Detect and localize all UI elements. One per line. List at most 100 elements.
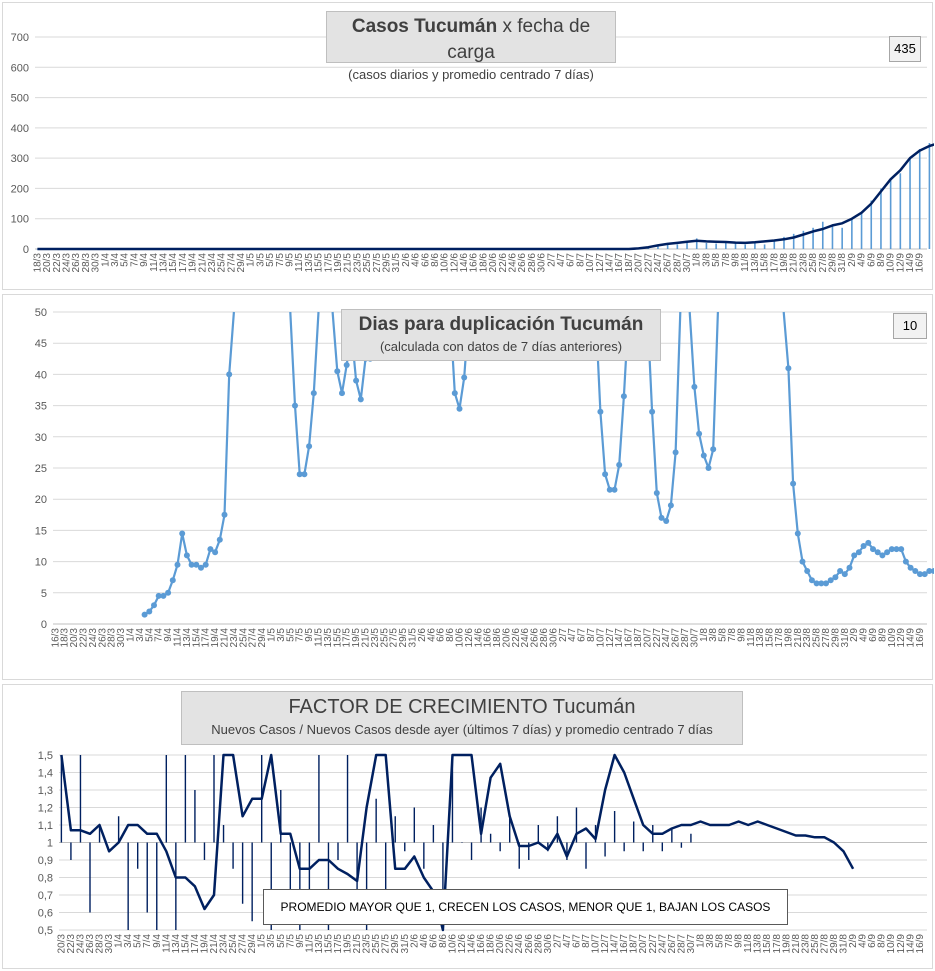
bar — [60, 755, 63, 843]
x-tick-label: 24/7 — [653, 253, 664, 273]
growth-factor-chart: 0,50,60,70,80,911,11,21,31,41,520/322/32… — [38, 750, 927, 954]
x-tick-label: 27/8 — [819, 934, 830, 954]
x-tick-label: 2/9 — [848, 934, 859, 948]
x-tick-label: 7/4 — [129, 253, 140, 267]
x-tick-label: 9/4 — [163, 628, 174, 642]
chart-title: FACTOR DE CRECIMIENTO — [288, 696, 548, 718]
bar — [666, 244, 669, 249]
y-tick-label: 30 — [35, 432, 47, 444]
x-tick-label: 12/9 — [896, 934, 907, 954]
x-tick-label: 25/8 — [810, 934, 821, 954]
data-point — [832, 574, 839, 581]
x-tick-label: 30/6 — [537, 253, 548, 273]
y-tick-label: 1,4 — [38, 768, 53, 780]
y-tick-label: 25 — [35, 463, 47, 475]
x-tick-label: 17/8 — [772, 934, 783, 954]
chart-title-box: Dias para duplicación Tucumán (calculada… — [341, 309, 661, 361]
x-tick-label: 10/6 — [454, 628, 465, 648]
bar — [146, 842, 148, 913]
x-tick-label: 5/8 — [718, 628, 729, 642]
y-tick-label: 0 — [41, 619, 47, 631]
x-tick-label: 15/4 — [191, 628, 202, 648]
x-tick-label: 30/3 — [91, 253, 102, 273]
x-tick-label: 8/7 — [586, 628, 597, 642]
bar — [89, 842, 91, 913]
y-tick-label: 200 — [11, 183, 29, 195]
x-tick-label: 26/6 — [517, 253, 528, 273]
x-tick-label: 27/8 — [818, 253, 829, 273]
x-tick-label: 28/6 — [539, 628, 550, 648]
x-tick-label: 28/6 — [533, 934, 544, 954]
bar — [136, 842, 139, 869]
data-point — [202, 561, 209, 568]
y-tick-label: 0,7 — [38, 890, 53, 902]
x-tick-label: 4/9 — [858, 934, 869, 948]
bar — [744, 244, 747, 249]
bar — [802, 230, 805, 249]
x-tick-label: 21/5 — [360, 628, 371, 648]
x-tick-label: 16/9 — [915, 253, 926, 273]
bar — [783, 236, 785, 249]
average-line — [60, 753, 855, 932]
data-point — [183, 552, 190, 559]
x-tick-label: 13/4 — [171, 934, 182, 954]
x-tick-label: 22/7 — [643, 253, 654, 273]
x-tick-label: 19/5 — [351, 628, 362, 648]
data-point — [461, 374, 468, 381]
data-point — [653, 490, 660, 496]
data-point — [907, 564, 914, 571]
data-point — [912, 568, 919, 574]
data-point — [221, 511, 228, 518]
y-tick-label: 15 — [35, 525, 47, 537]
x-tick-label: 19/4 — [199, 934, 210, 954]
x-tick-label: 17/4 — [190, 934, 201, 954]
x-tick-label: 18/7 — [629, 934, 640, 954]
data-point — [155, 592, 162, 599]
x-tick-label: 19/8 — [781, 934, 792, 954]
x-tick-label: 24/6 — [508, 253, 519, 273]
bar — [184, 755, 187, 843]
y-tick-label: 1,1 — [38, 820, 53, 832]
bar — [127, 842, 129, 930]
x-tick-label: 9/4 — [152, 934, 163, 948]
data-point — [841, 571, 848, 578]
bar — [695, 238, 698, 249]
data-point — [226, 371, 233, 378]
x-tick-label: 2/7 — [558, 628, 569, 642]
data-point — [710, 446, 717, 453]
data-point — [917, 571, 923, 578]
x-tick-label: 3/5 — [266, 934, 277, 948]
data-point — [888, 546, 895, 553]
bar — [671, 828, 673, 843]
data-point — [165, 589, 172, 596]
data-point — [597, 408, 604, 415]
data-point — [188, 561, 195, 568]
bar — [299, 842, 301, 930]
x-tick-label: 30/3 — [116, 628, 127, 648]
bar — [604, 842, 606, 857]
data-point — [451, 390, 458, 397]
x-tick-label: 22/3 — [52, 253, 63, 273]
data-point — [620, 393, 627, 400]
x-tick-label: 30/6 — [543, 934, 554, 954]
doubling-line — [143, 311, 235, 616]
y-tick-label: 0,8 — [38, 873, 53, 885]
data-point — [193, 561, 200, 568]
x-tick-label: 28/6 — [527, 253, 538, 273]
x-tick-label: 18/3 — [32, 253, 43, 273]
x-tick-label: 18/7 — [624, 253, 635, 273]
data-point — [851, 552, 858, 559]
x-tick-label: 7/4 — [142, 934, 153, 948]
x-tick-label: 4/6 — [426, 628, 437, 642]
bar — [547, 842, 549, 852]
x-tick-label: 9/5 — [295, 934, 306, 948]
x-tick-label: 1/8 — [692, 253, 703, 267]
chart-title-suffix: x fecha de carga — [447, 16, 591, 63]
x-tick-label: 1/5 — [257, 934, 268, 948]
x-tick-label: 23/4 — [207, 253, 218, 273]
data-point — [902, 558, 909, 565]
x-tick-label: 10/6 — [447, 934, 458, 954]
data-point — [663, 518, 670, 524]
bar — [270, 842, 272, 930]
x-tick-label: 15/5 — [332, 628, 343, 648]
